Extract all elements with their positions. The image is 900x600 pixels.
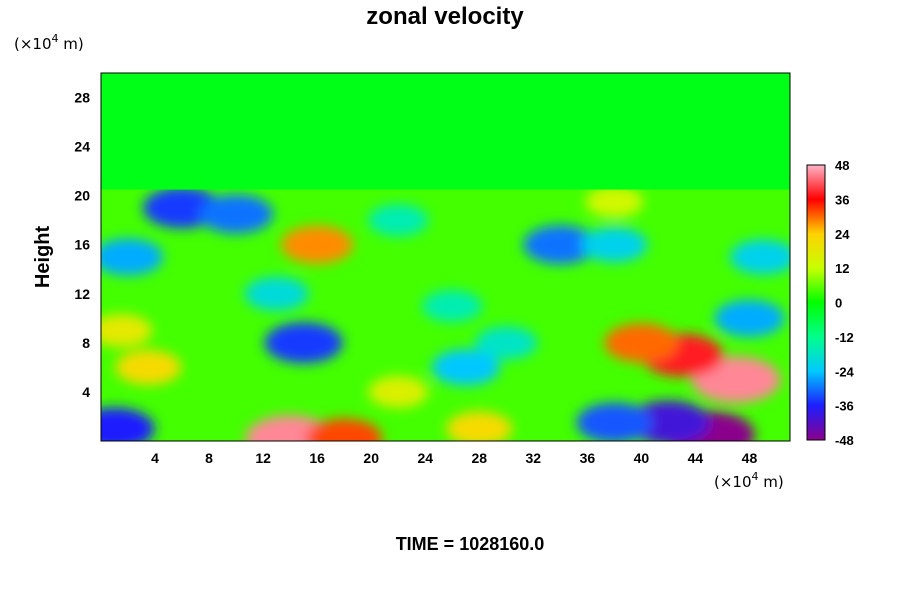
- x-tick-label: 48: [742, 450, 758, 466]
- x-tick-label: 40: [634, 450, 650, 466]
- colorbar-tick-label: 36: [835, 192, 849, 207]
- x-tick-label: 12: [255, 450, 271, 466]
- colorbar-tick-label: -36: [835, 399, 854, 414]
- x-tick-label: 36: [580, 450, 596, 466]
- x-axis-ticks: 4 8 12 16 20 24 28 32 36 40 44 48: [151, 450, 757, 466]
- contour-region: [431, 349, 500, 386]
- plot-area: [101, 73, 790, 441]
- contour-region: [244, 276, 309, 311]
- x-tick-label: 16: [309, 450, 325, 466]
- contour-region: [306, 418, 383, 441]
- contour-region: [199, 194, 274, 234]
- contour-region: [604, 323, 679, 363]
- x-tick-label: 28: [471, 450, 487, 466]
- contour-region: [101, 238, 164, 276]
- x-tick-label: 32: [526, 450, 542, 466]
- contour-region: [101, 314, 153, 348]
- y-tick-label: 16: [74, 237, 90, 253]
- colorbar-tick-label: -12: [835, 330, 854, 345]
- y-tick-label: 4: [82, 384, 90, 400]
- contour-region: [368, 204, 429, 237]
- contour-region: [368, 375, 429, 408]
- contour-region: [714, 299, 785, 337]
- colorbar-tick-label: -24: [835, 364, 855, 379]
- colorbar-tick-label: 0: [835, 296, 842, 311]
- contour-region: [523, 225, 598, 265]
- contour-region: [475, 326, 538, 360]
- y-tick-label: 28: [74, 90, 90, 106]
- contour-region: [446, 411, 513, 441]
- contour-region: [729, 239, 790, 275]
- contour-region: [101, 407, 155, 441]
- x-unit-label: (×104 m): [714, 470, 784, 491]
- contour-region: [581, 227, 648, 263]
- y-tick-label: 20: [74, 188, 90, 204]
- contour-region: [115, 349, 182, 385]
- x-tick-label: 8: [205, 450, 213, 466]
- contour-region: [264, 322, 343, 364]
- x-tick-label: 24: [417, 450, 433, 466]
- y-tick-label: 8: [82, 335, 90, 351]
- colorbar-tick-label: 12: [835, 261, 849, 276]
- contour-region: [585, 186, 644, 218]
- y-axis-label: Height: [32, 226, 54, 289]
- colorbar-tick-label: 24: [835, 227, 850, 242]
- colorbar-tick-label: -48: [835, 433, 854, 448]
- x-tick-label: 44: [688, 450, 704, 466]
- y-axis-ticks: 4 8 12 16 20 24 28: [74, 90, 90, 400]
- contour-region: [576, 402, 653, 441]
- colorbar: [806, 164, 826, 441]
- contour-region: [281, 225, 354, 264]
- x-tick-label: 20: [363, 450, 379, 466]
- colorbar-tick-label: 48: [835, 158, 849, 173]
- y-tick-label: 12: [74, 286, 90, 302]
- y-tick-label: 24: [74, 139, 90, 155]
- contour-region: [422, 290, 483, 323]
- chart-title: zonal velocity: [366, 3, 524, 30]
- x-tick-label: 4: [151, 450, 159, 466]
- colorbar-ticks: 48 36 24 12 0 -12 -24 -36 -48: [835, 158, 855, 448]
- time-label: TIME = 1028160.0: [396, 534, 545, 554]
- plot-frame: [100, 72, 791, 442]
- y-unit-label: (×104 m): [14, 32, 84, 53]
